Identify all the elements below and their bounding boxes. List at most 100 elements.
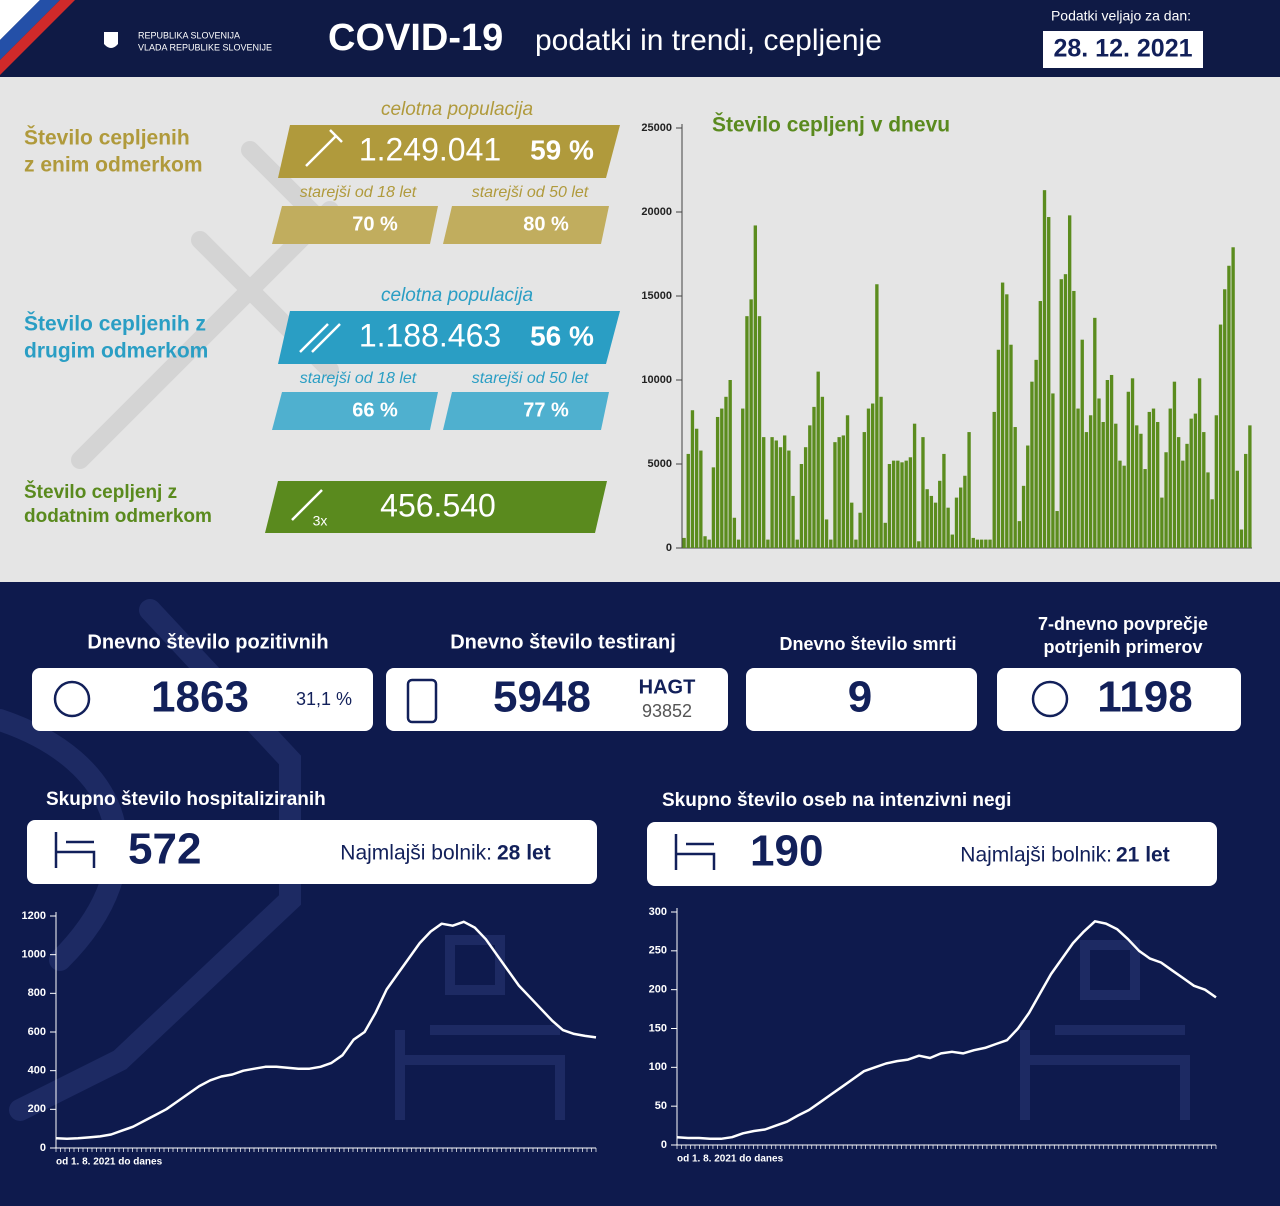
y-tick-label: 300 [649, 906, 667, 918]
bar [1202, 432, 1206, 548]
date: 28. 12. 2021 [1053, 35, 1192, 63]
bed-decoration [395, 935, 1190, 1120]
section-title: Skupno število hospitaliziranih [46, 789, 326, 810]
y-tick-label: 1200 [22, 910, 46, 922]
total: 1.188.463 [359, 317, 501, 353]
bar [963, 475, 967, 548]
y-tick-label: 600 [28, 1026, 46, 1038]
bar [950, 534, 954, 548]
bar [711, 467, 716, 548]
bar [690, 410, 695, 548]
bar [858, 512, 862, 548]
bar [988, 539, 992, 548]
bar [917, 541, 921, 548]
total-pct: 56 % [530, 320, 594, 351]
stat-note: 31,1 % [296, 689, 352, 709]
y-tick-label: 150 [649, 1022, 667, 1034]
bar [1231, 247, 1235, 548]
flag-corner [0, 0, 75, 75]
bar [1072, 290, 1076, 548]
dose-label: z enim odmerkom [24, 154, 203, 177]
total-box [265, 481, 607, 533]
stat-value: 1863 [151, 673, 249, 722]
bar [1013, 427, 1017, 548]
bar [984, 539, 988, 548]
youngest: 28 let [497, 842, 551, 865]
group-pct: 70 % [352, 213, 398, 235]
test-icon [406, 678, 438, 724]
org-name: REPUBLIKA SLOVENIJA [138, 30, 240, 40]
bar [703, 536, 707, 548]
y-tick-label: 5000 [648, 458, 672, 470]
bar [728, 380, 732, 548]
y-tick-label: 200 [28, 1103, 46, 1115]
bar [812, 406, 816, 548]
y-tick-label: 10000 [641, 374, 672, 386]
stat-title: Dnevno število testiranj [450, 631, 676, 653]
bar [1055, 511, 1059, 548]
stat-title: 7-dnevno povprečje [1038, 614, 1208, 634]
group-box [443, 392, 609, 430]
x-axis-label: od 1. 8. 2021 do danes [56, 1157, 163, 1168]
stat-title: Dnevno število pozitivnih [87, 631, 328, 653]
bar [925, 489, 929, 548]
total: 1.249.041 [359, 131, 501, 167]
bar [686, 453, 690, 548]
coat-of-arms [104, 32, 118, 48]
bar [1197, 378, 1202, 548]
bar [954, 497, 959, 548]
bar [1109, 374, 1114, 548]
stat-card [386, 668, 728, 731]
dose-label: Število cepljenih [24, 126, 190, 150]
bar [938, 480, 942, 548]
bar [929, 495, 934, 548]
bar [850, 502, 854, 548]
y-tick-label: 250 [649, 945, 667, 957]
bar [841, 435, 846, 548]
bar [795, 539, 799, 548]
bar [766, 539, 770, 548]
line [676, 920, 1217, 1141]
bar [1026, 445, 1030, 548]
bar [1214, 415, 1219, 548]
multiplier: 3x [313, 513, 328, 529]
bar [778, 447, 783, 548]
bar [816, 371, 820, 548]
bar [732, 517, 737, 548]
bar [837, 437, 841, 548]
y-tick-label: 50 [655, 1100, 667, 1112]
bar [1185, 443, 1189, 548]
group-label: starejši od 50 let [472, 184, 589, 201]
bar [770, 437, 774, 548]
bar [1172, 381, 1177, 548]
bar [1244, 453, 1248, 548]
bar [774, 440, 778, 548]
bar [820, 396, 825, 548]
y-tick-label: 0 [40, 1142, 46, 1154]
bar [720, 408, 724, 548]
bar [1093, 317, 1097, 548]
stat-title: potrjenih primerov [1043, 637, 1202, 657]
y-tick-label: 100 [649, 1061, 667, 1073]
bar [1021, 485, 1026, 548]
bar [971, 537, 975, 548]
bar [975, 539, 980, 548]
group-label: starejši od 18 let [300, 370, 417, 387]
y-tick-label: 1000 [22, 949, 46, 961]
bar [749, 299, 753, 548]
group-box [272, 206, 438, 244]
stat-card [647, 822, 1217, 886]
bar [896, 460, 900, 548]
bar [900, 462, 904, 548]
bar [854, 539, 858, 548]
subtitle: podatki in trendi, cepljenje [535, 24, 882, 57]
bar [824, 519, 829, 548]
bar [1189, 418, 1193, 548]
total-box [278, 311, 620, 364]
youngest-label: Najmlajši bolnik: [960, 844, 1112, 867]
syringe-icon [299, 323, 341, 353]
y-tick-label: 25000 [641, 122, 672, 134]
bar [1160, 497, 1164, 548]
bar [762, 437, 766, 548]
bar [862, 432, 866, 548]
